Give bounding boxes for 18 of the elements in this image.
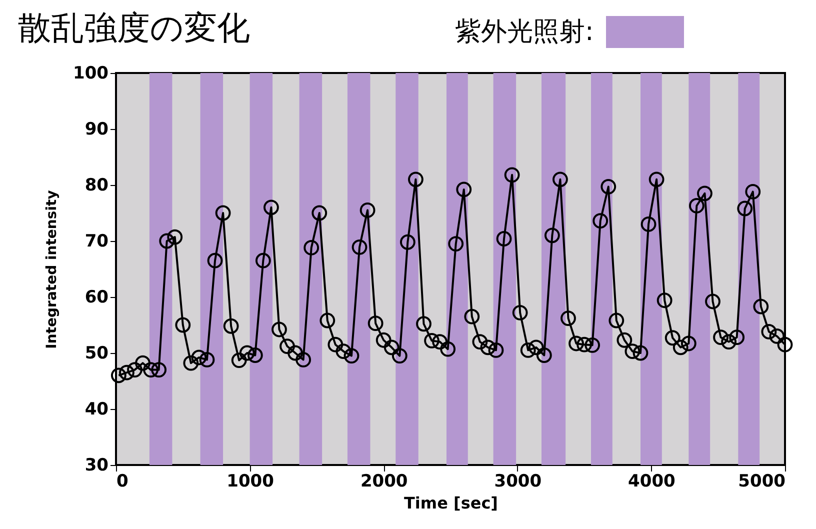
x-tick-label: 1000 [226, 472, 274, 492]
y-tick-label: 100 [73, 64, 109, 84]
x-tick-label: 4000 [628, 472, 676, 492]
y-tick-label: 90 [84, 120, 109, 140]
y-tick-label: 40 [84, 400, 109, 420]
y-tick-label: 80 [84, 176, 109, 196]
y-tick-label: 70 [84, 232, 109, 252]
x-tick-label: 0 [116, 472, 128, 492]
x-axis-title: Time [sec] [404, 494, 498, 512]
y-axis-title: Integrated intensity [44, 190, 60, 349]
legend-title: 紫外光照射: [455, 16, 594, 49]
y-tick-label: 50 [84, 344, 109, 364]
x-tick-label: 5000 [738, 472, 786, 492]
x-tick-label: 3000 [494, 472, 542, 492]
chart-title: 散乱強度の変化 [18, 7, 250, 49]
y-tick-label: 30 [84, 456, 109, 476]
y-tick-label: 60 [84, 288, 109, 308]
x-tick-label: 2000 [360, 472, 408, 492]
